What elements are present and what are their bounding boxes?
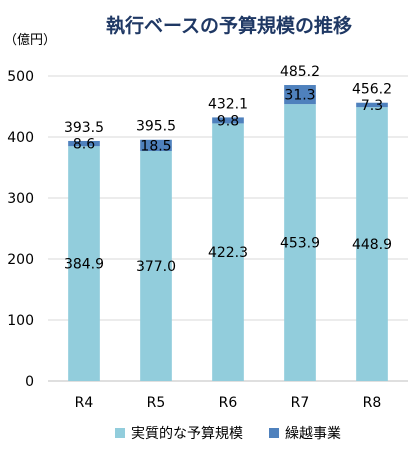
x-tick-label: R5: [147, 395, 166, 411]
bar-segment-carryover: [68, 140, 100, 147]
x-tick-label: R6: [219, 395, 238, 411]
legend: 実質的な予算規模 繰越事業: [115, 426, 341, 442]
bar-segment-base: [284, 104, 316, 381]
bar-segment-carryover: [212, 117, 244, 124]
data-label-base: 422.3: [208, 245, 248, 261]
bar-segment-base: [68, 146, 100, 381]
bar-segment-base: [212, 123, 244, 381]
data-label-total: 485.2: [280, 64, 320, 80]
bar-segment-carryover: [140, 139, 172, 152]
y-tick-label: 500: [7, 69, 34, 85]
bar-segment-carryover: [356, 102, 388, 108]
data-label-carryover: 31.3: [284, 88, 315, 104]
data-label-carryover: 7.3: [361, 98, 383, 114]
legend-swatch: [115, 428, 125, 438]
legend-swatch: [269, 428, 279, 438]
data-label-base: 448.9: [352, 237, 392, 253]
legend-label: 繰越事業: [285, 426, 341, 442]
bar-segment-carryover: [284, 85, 316, 105]
y-tick-label: 400: [7, 130, 34, 146]
data-label-total: 432.1: [208, 96, 248, 112]
y-axis-tick-labels: 0 100 200 300 400 500: [7, 69, 34, 390]
y-tick-label: 200: [7, 252, 34, 268]
y-tick-label: 300: [7, 191, 34, 207]
y-axis-unit-label: （億円）: [4, 32, 56, 48]
data-label-carryover: 8.6: [73, 137, 95, 153]
data-label-base: 377.0: [136, 259, 176, 275]
legend-label: 実質的な予算規模: [131, 426, 243, 442]
x-tick-label: R8: [363, 395, 382, 411]
data-label-base: 384.9: [64, 257, 104, 273]
data-label-base: 453.9: [280, 236, 320, 252]
data-label-carryover: 18.5: [140, 138, 171, 154]
data-label-carryover: 9.8: [217, 113, 239, 129]
x-axis-tick-labels: R4 R5 R6 R7 R8: [75, 395, 382, 411]
bar-segment-base: [140, 151, 172, 381]
chart-title: 執行ベースの予算規模の推移: [106, 14, 352, 37]
data-label-total: 395.5: [136, 119, 176, 135]
y-tick-label: 0: [25, 374, 34, 390]
bars-group: [68, 85, 388, 382]
data-label-total: 456.2: [352, 82, 392, 98]
data-label-total: 393.5: [64, 120, 104, 136]
y-tick-label: 100: [7, 313, 34, 329]
bar-segment-base: [356, 107, 388, 382]
x-tick-label: R4: [75, 395, 94, 411]
x-tick-label: R7: [291, 395, 310, 411]
